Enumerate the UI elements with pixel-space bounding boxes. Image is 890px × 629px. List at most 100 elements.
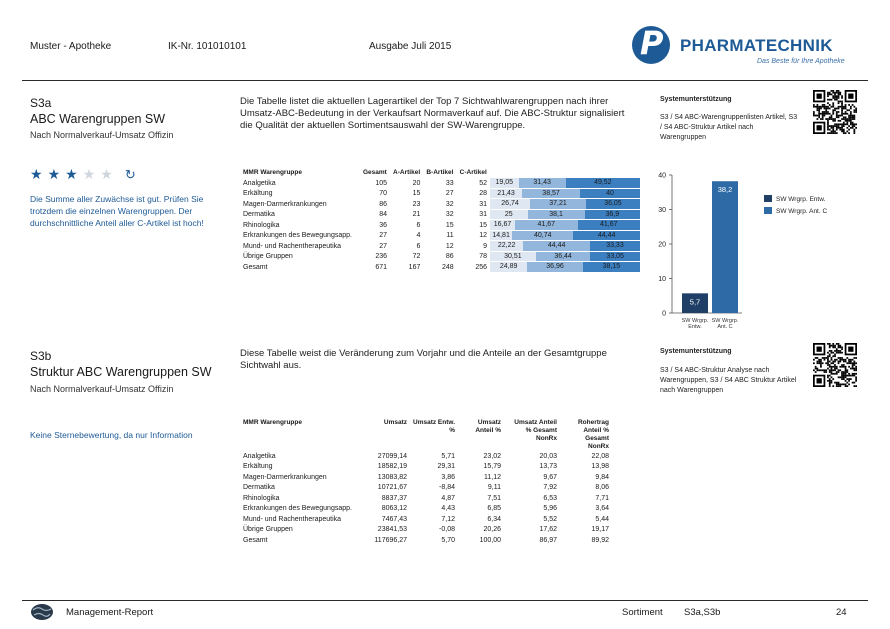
table-cell: Rhinologika xyxy=(243,494,280,502)
y-tick-label: 10 xyxy=(658,276,666,283)
table-cell: 31 xyxy=(479,200,487,208)
abc-segment-c: 41,67 xyxy=(577,220,640,230)
abc-segment-c: 40 xyxy=(579,188,640,198)
table-cell: 27 xyxy=(379,242,388,250)
bar-value-label: 5,7 xyxy=(690,297,700,306)
abc-segment-a: 21,43 xyxy=(490,188,523,198)
x-tick-label: Ant. C xyxy=(717,324,732,330)
brand-slogan: Das Beste für Ihre Apotheke xyxy=(757,58,845,65)
table-cell: Erkrankungen des Bewegungsapp. xyxy=(243,232,352,240)
abc-segment-b: 38,1 xyxy=(527,209,585,219)
abc-share-bar: 14,81 40,74 44,44 xyxy=(490,230,640,242)
brand-name: PHARMATECHNIK xyxy=(680,36,833,55)
abc-segment-c: 49,52 xyxy=(565,178,640,188)
table-cell: 84 xyxy=(379,211,388,219)
legend-swatch xyxy=(764,207,772,214)
table-cell: 29,31 xyxy=(437,463,455,471)
table-cell: 7,51 xyxy=(487,494,501,502)
table-cell: 13083,82 xyxy=(377,473,407,481)
table-cell: Analgetika xyxy=(243,452,276,460)
table-cell: 671 xyxy=(375,263,388,271)
table-cell: 9,84 xyxy=(595,473,609,481)
col-header: Umsatz Anteil % xyxy=(475,419,501,434)
abc-share-bar: 16,67 41,67 41,67 xyxy=(490,220,640,231)
table-row: Analgetika 105 20 33 52 xyxy=(240,178,490,189)
table-cell: 72 xyxy=(412,253,421,261)
table-cell: 6 xyxy=(416,242,421,250)
col-header: MMR Warengruppe xyxy=(243,168,302,176)
table-row: Analgetika 27099,14 5,71 23,02 20,03 22,08 xyxy=(240,451,612,462)
s3a-title: ABC Warengruppen SW xyxy=(30,112,166,126)
table-cell: 20,26 xyxy=(483,526,501,534)
star-filled-icon: ★ xyxy=(65,166,78,182)
abc-share-bar: 26,74 37,21 36,05 xyxy=(490,199,640,210)
y-tick-label: 30 xyxy=(658,207,666,214)
table-cell: Erkrankungen des Bewegungsapp. xyxy=(243,505,352,513)
table-cell: 86 xyxy=(445,253,454,261)
x-tick-label: Entw. xyxy=(688,324,702,330)
table-cell: 52 xyxy=(479,179,487,187)
abc-segment-b: 44,44 xyxy=(523,241,590,251)
table-cell: -0,08 xyxy=(439,526,455,534)
abc-segment-b: 31,43 xyxy=(518,178,566,188)
abc-segment-a: 19,05 xyxy=(490,178,519,188)
y-tick-label: 20 xyxy=(658,242,666,249)
table-cell: 33 xyxy=(445,179,454,187)
abc-segment-b: 41,67 xyxy=(515,220,578,230)
page-number: 24 xyxy=(836,607,847,618)
table-cell: 105 xyxy=(375,179,388,187)
table-cell: 10721,67 xyxy=(377,484,407,492)
s3b-title: Struktur ABC Warengruppen SW xyxy=(30,365,212,379)
table-cell: Magen-Darmerkrankungen xyxy=(243,200,327,208)
table-row: Erkältung 70 15 27 28 xyxy=(240,189,490,200)
table-cell: 23841,53 xyxy=(377,526,407,534)
table-cell: Übrige Gruppen xyxy=(243,253,293,261)
col-header: C-Artikel xyxy=(459,168,487,176)
table-row: Erkrankungen des Bewegungsapp. 8063,12 4,4… xyxy=(240,504,612,515)
table-cell: 7467,43 xyxy=(381,515,407,523)
footer-value: S3a,S3b xyxy=(684,607,721,618)
s3a-description: Die Tabelle listet die aktuellen Lagerar… xyxy=(240,96,625,131)
table-cell: 78 xyxy=(479,253,487,261)
edition: Ausgabe Juli 2015 xyxy=(369,41,452,52)
abc-segment-a: 16,67 xyxy=(490,220,515,230)
globe-logo-icon xyxy=(31,604,53,620)
table-row: Erkrankungen des Bewegungsapp. 27 4 11 12 xyxy=(240,231,490,242)
table-cell: 27 xyxy=(379,232,388,240)
table-cell: 19,17 xyxy=(591,526,609,534)
s3b-table: MMR Warengruppe Umsatz Umsatz Entw. % Um… xyxy=(240,419,612,546)
table-cell: 11 xyxy=(446,232,454,240)
chart-bar xyxy=(682,293,708,313)
table-row: Mund- und Rachentherapeutika 27 6 12 9 xyxy=(240,241,490,252)
table-cell: 7,12 xyxy=(441,515,455,523)
table-row: Rhinologika 36 6 15 15 xyxy=(240,220,490,231)
table-cell: 248 xyxy=(441,263,454,271)
legend-label: SW Wrgrp. Entw. xyxy=(776,196,826,203)
star-rating: ★ ★ ★ ★ ★ xyxy=(30,166,113,183)
col-header: MMR Warengruppe xyxy=(243,419,302,426)
abc-share-bar: 19,05 31,43 49,52 xyxy=(490,178,640,189)
table-cell: 12 xyxy=(479,232,487,240)
table-cell: 256 xyxy=(475,263,487,271)
table-cell: 11,12 xyxy=(484,473,501,481)
table-cell: Analgetika xyxy=(243,179,276,187)
col-header: Rohertrag Anteil % Gesamt NonRx xyxy=(577,419,609,450)
table-row: Dermatika 84 21 32 31 xyxy=(240,210,490,221)
abc-share-bar: 25 38,1 36,9 xyxy=(490,209,640,221)
table-cell: 32 xyxy=(445,211,454,219)
abc-segment-a: 25 xyxy=(490,209,528,219)
table-cell: 12 xyxy=(445,242,454,250)
footer-divider xyxy=(22,600,868,601)
table-cell: 15 xyxy=(412,190,421,198)
table-row: Magen-Darmerkrankungen 86 23 32 31 xyxy=(240,199,490,210)
abc-segment-b: 36,96 xyxy=(527,262,583,272)
table-cell: Erkältung xyxy=(243,190,273,198)
star-filled-icon: ★ xyxy=(47,166,61,182)
abc-segment-b: 36,44 xyxy=(535,251,591,261)
col-header: Umsatz xyxy=(383,419,407,426)
abc-share-bar: 30,51 36,44 33,05 xyxy=(490,251,640,263)
table-cell: 8,06 xyxy=(595,484,609,492)
abc-segment-a: 30,51 xyxy=(490,251,536,261)
table-cell: 7,71 xyxy=(595,494,609,502)
table-cell: 9,67 xyxy=(543,473,557,481)
